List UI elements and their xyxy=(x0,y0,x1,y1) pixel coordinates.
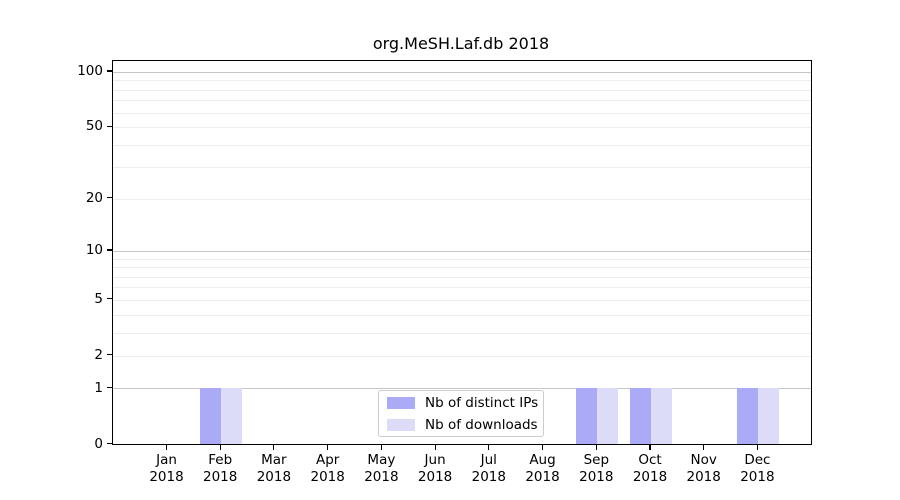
gridline-minor xyxy=(113,276,811,278)
y-tick-label: 1 xyxy=(94,379,103,396)
gridline-minor xyxy=(113,80,811,82)
x-tick-label: Sep 2018 xyxy=(579,451,614,485)
gridline-major xyxy=(113,388,811,390)
legend-item-downloads: Nb of downloads xyxy=(387,415,538,434)
gridline-minor xyxy=(113,355,811,357)
bar-downloads xyxy=(651,388,672,444)
x-tick-label: Feb 2018 xyxy=(203,451,238,485)
y-tick-mark xyxy=(107,387,112,389)
gridline-major xyxy=(113,250,811,252)
bar-distinct-ips xyxy=(630,388,651,444)
legend-item-distinct-ips: Nb of distinct IPs xyxy=(387,393,539,412)
x-tick-label: Aug 2018 xyxy=(525,451,560,485)
x-tick-label: Jun 2018 xyxy=(417,451,453,485)
y-tick-label: 50 xyxy=(85,118,103,135)
x-tick-label: Nov 2018 xyxy=(686,451,721,485)
legend: Nb of distinct IPs Nb of downloads xyxy=(378,390,544,437)
y-tick-mark xyxy=(107,197,112,199)
gridline-minor xyxy=(113,89,811,91)
x-tick-mark xyxy=(380,444,382,450)
x-tick-mark xyxy=(595,444,597,450)
x-tick-label: Mar 2018 xyxy=(256,451,292,485)
x-tick-label: Jul 2018 xyxy=(471,451,506,485)
y-tick-label: 0 xyxy=(94,435,103,452)
x-tick-label: May 2018 xyxy=(364,451,399,485)
y-tick-label: 100 xyxy=(77,63,103,79)
gridline-minor xyxy=(113,314,811,316)
y-tick-label: 2 xyxy=(94,346,103,363)
x-tick-mark xyxy=(327,444,329,450)
x-tick-label: Apr 2018 xyxy=(310,451,345,485)
gridline-minor xyxy=(113,332,811,334)
gridline-minor xyxy=(113,198,811,200)
bar-distinct-ips xyxy=(200,388,222,444)
y-tick-label: 5 xyxy=(94,290,103,307)
x-tick-mark xyxy=(541,444,544,450)
gridline-minor xyxy=(113,112,811,114)
bar-downloads xyxy=(597,388,619,444)
x-tick-mark xyxy=(649,444,651,450)
bar-distinct-ips xyxy=(737,388,759,444)
x-tick-mark xyxy=(165,444,168,450)
y-tick-mark xyxy=(107,125,112,127)
legend-label-downloads: Nb of downloads xyxy=(425,416,538,433)
x-tick-mark xyxy=(756,444,758,450)
chart-title: org.MeSH.Laf.db 2018 xyxy=(372,34,550,53)
y-tick-mark xyxy=(107,354,112,356)
legend-swatch-distinct-ips-icon xyxy=(387,396,415,409)
gridline-minor xyxy=(113,127,811,129)
y-tick-mark xyxy=(107,298,112,300)
gridline-minor xyxy=(113,258,811,260)
bar-distinct-ips xyxy=(576,388,598,444)
y-tick-mark xyxy=(107,70,112,72)
gridline-minor xyxy=(113,287,811,289)
y-tick-mark xyxy=(107,442,112,445)
bar-downloads xyxy=(758,388,780,444)
x-tick-mark xyxy=(434,444,436,450)
x-tick-mark xyxy=(273,444,275,450)
x-tick-mark xyxy=(703,444,705,450)
gridline-minor xyxy=(113,299,811,301)
plot-area xyxy=(112,60,812,445)
y-tick-label: 10 xyxy=(85,242,103,258)
x-tick-label: Jan 2018 xyxy=(149,451,184,485)
x-tick-mark xyxy=(219,444,221,450)
gridline-minor xyxy=(113,167,811,169)
gridline-minor xyxy=(113,267,811,269)
x-tick-mark xyxy=(488,444,490,450)
y-tick-label: 20 xyxy=(85,189,103,206)
x-tick-label: Dec 2018 xyxy=(740,451,775,485)
x-tick-label: Oct 2018 xyxy=(632,451,668,485)
legend-label-distinct-ips: Nb of distinct IPs xyxy=(425,394,539,411)
gridline-major xyxy=(113,71,811,73)
gridline-minor xyxy=(113,144,811,146)
y-tick-mark xyxy=(107,249,112,251)
gridline-minor xyxy=(113,100,811,102)
bar-downloads xyxy=(221,388,243,444)
legend-swatch-downloads-icon xyxy=(387,418,415,431)
